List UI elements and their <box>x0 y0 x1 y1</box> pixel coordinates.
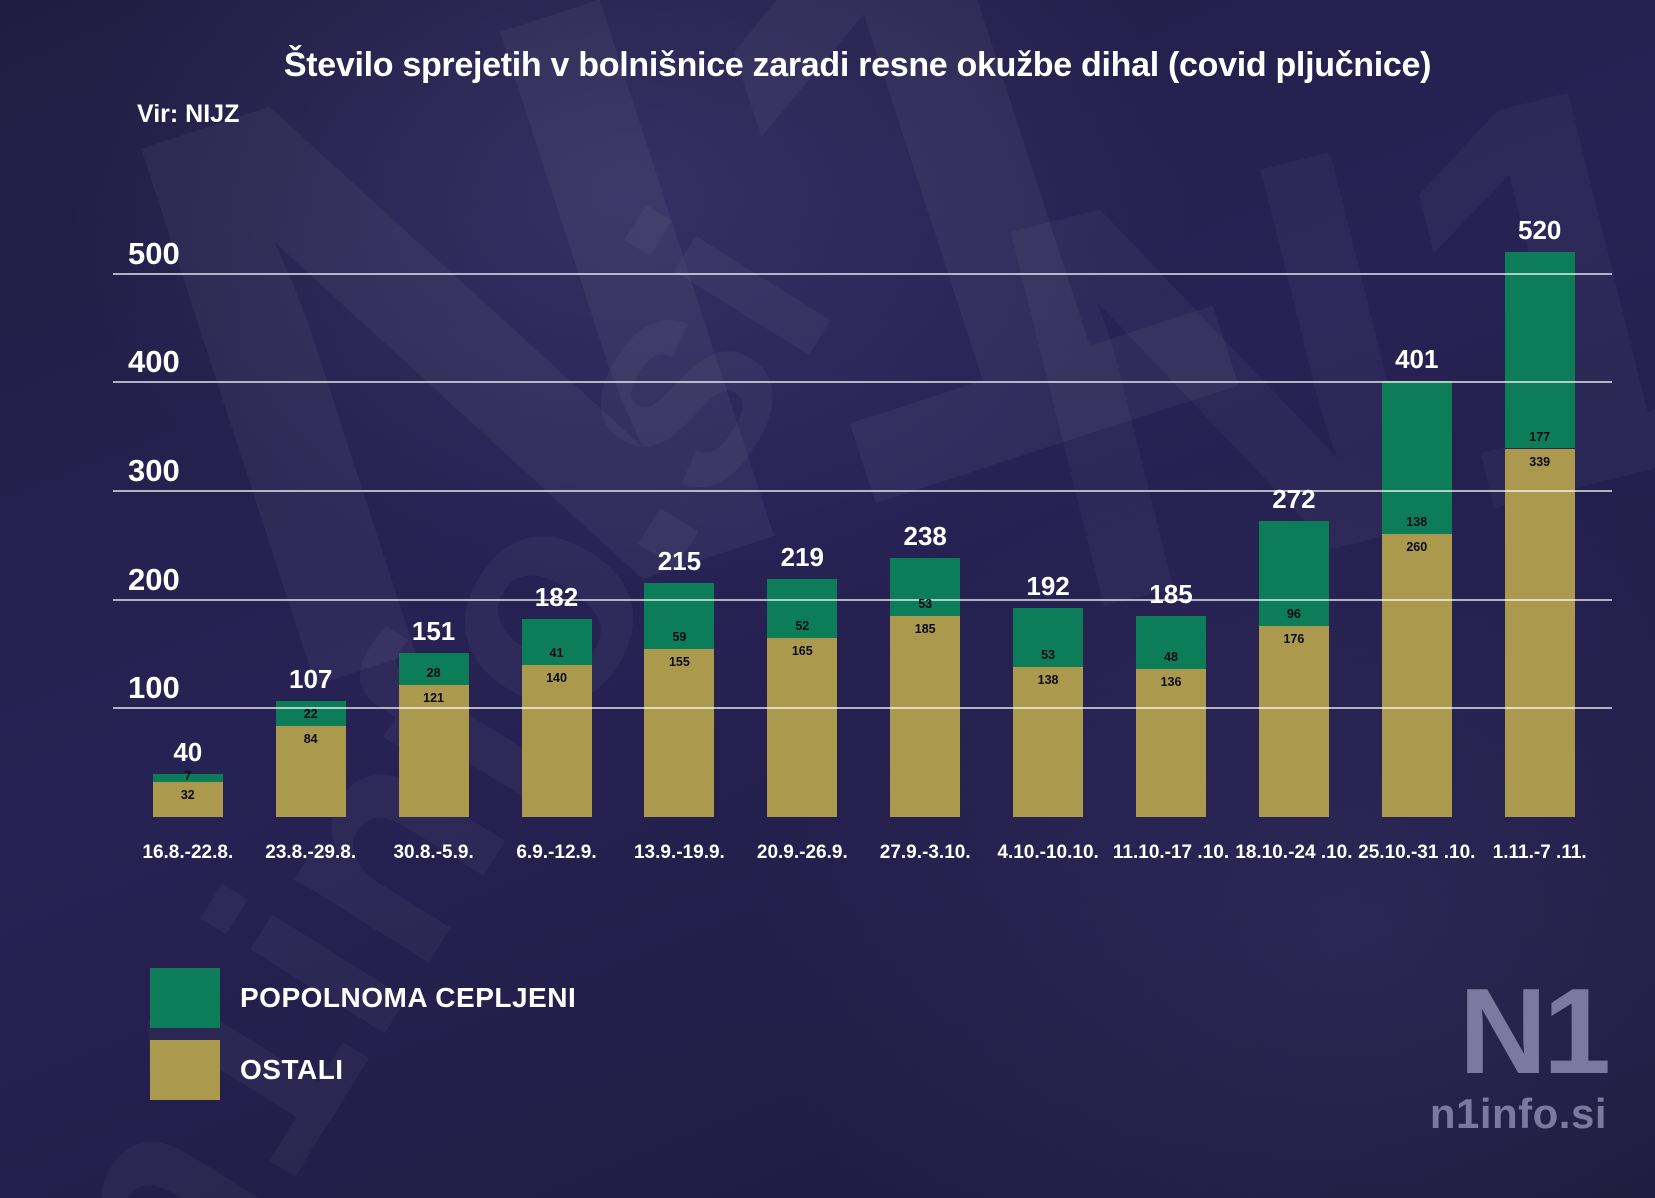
segment-value-vaccinated: 41 <box>549 645 564 660</box>
bar-segment-vaccinated <box>1013 608 1084 667</box>
bar-segment-vaccinated <box>1258 521 1329 626</box>
category-label: 6.9.-12.9. <box>516 842 597 863</box>
segment-value-others: 136 <box>1160 675 1182 690</box>
bar-segment-vaccinated <box>152 773 223 783</box>
chart-title: Število sprejetih v bolnišnice zaradi re… <box>283 46 1432 84</box>
ytick-label: 500 <box>128 235 180 271</box>
bar-total-label: 219 <box>780 541 824 572</box>
bar-total-label: 192 <box>1026 571 1070 602</box>
category-label: 25.10.-31 .10. <box>1358 842 1476 863</box>
category-label: 11.10.-17 .10. <box>1112 842 1230 863</box>
bar-total-label: 520 <box>1517 214 1562 245</box>
category-label: 1.11.-7 .11. <box>1492 842 1587 863</box>
gridline <box>113 272 1612 275</box>
n1-logo-mark: N1 <box>1459 963 1611 1100</box>
category-label: 30.8.-5.9. <box>393 842 474 863</box>
bar-total-label: 185 <box>1149 578 1193 609</box>
bar-segment-others <box>1258 625 1329 817</box>
bar-segment-others <box>1013 666 1084 817</box>
bar-segment-others <box>890 615 961 817</box>
segment-value-vaccinated: 22 <box>303 706 318 721</box>
bar-segment-vaccinated <box>890 558 961 616</box>
bar-segment-others <box>644 648 715 817</box>
segment-value-vaccinated: 52 <box>795 618 810 633</box>
bar-segment-vaccinated <box>521 619 592 665</box>
gridline <box>113 489 1612 492</box>
bar-total-label: 40 <box>173 736 203 767</box>
segment-value-vaccinated: 177 <box>1529 429 1551 444</box>
legend-swatch-others <box>150 1040 220 1100</box>
bar-segment-vaccinated <box>644 583 715 649</box>
bar-segment-others <box>767 637 838 817</box>
bar-segment-others <box>1136 669 1206 817</box>
ytick-label: 200 <box>128 561 180 597</box>
segment-value-vaccinated: 59 <box>672 629 687 644</box>
category-label: 20.9.-26.9. <box>756 842 848 863</box>
legend-swatch-vaccinated <box>150 968 220 1028</box>
gridline <box>113 707 1612 710</box>
bar-total-label: 272 <box>1272 484 1316 515</box>
segment-value-vaccinated: 28 <box>426 666 441 681</box>
bar-segment-others <box>1381 534 1452 817</box>
legend-label-vaccinated: POPOLNOMA CEPLJENI <box>240 982 577 1013</box>
n1-logo-site: n1info.si <box>1429 1090 1607 1137</box>
bar-total-label: 182 <box>534 582 579 613</box>
segment-value-others: 165 <box>791 643 813 658</box>
gridline <box>113 381 1612 384</box>
segment-value-others: 84 <box>303 731 318 746</box>
bar-segment-vaccinated <box>398 652 469 686</box>
category-label: 4.10.-10.10. <box>997 842 1099 863</box>
segment-value-others: 121 <box>423 691 445 706</box>
segment-value-others: 339 <box>1529 454 1551 469</box>
segment-value-others: 155 <box>668 654 690 669</box>
segment-value-others: 138 <box>1037 672 1059 687</box>
segment-value-others: 140 <box>546 670 567 685</box>
n1-logo: N1 n1info.si <box>1429 963 1611 1138</box>
segment-value-others: 176 <box>1283 631 1305 646</box>
bar-segment-others <box>521 664 592 817</box>
ytick-label: 300 <box>128 452 180 488</box>
bar-total-label: 238 <box>903 521 947 552</box>
gridline <box>113 598 1612 601</box>
segment-value-others: 185 <box>914 621 936 636</box>
category-label: 27.9.-3.10. <box>879 842 971 863</box>
segment-value-vaccinated: 53 <box>1041 647 1056 662</box>
ytick-label: 400 <box>128 344 180 380</box>
segment-value-vaccinated: 53 <box>918 596 933 611</box>
segment-value-vaccinated: 7 <box>184 768 192 783</box>
category-label: 16.8.-22.8. <box>142 842 234 863</box>
bar-segment-others <box>275 725 346 817</box>
segment-value-others: 32 <box>180 788 195 803</box>
bar-total-label: 215 <box>657 546 702 577</box>
category-label: 18.10.-24 .10. <box>1235 842 1353 863</box>
bar-total-label: 401 <box>1395 344 1439 375</box>
bar-total-label: 107 <box>288 663 333 694</box>
segment-value-vaccinated: 138 <box>1406 515 1428 530</box>
bar-segment-vaccinated <box>1136 615 1206 670</box>
category-label: 23.8.-29.8. <box>265 842 357 863</box>
ytick-label: 100 <box>128 670 180 706</box>
legend-label-others: OSTALI <box>240 1054 344 1085</box>
source-label: Vir: NIJZ <box>137 100 240 128</box>
bar-segment-vaccinated <box>275 700 346 726</box>
segment-value-vaccinated: 96 <box>1286 606 1301 621</box>
segment-value-others: 260 <box>1406 540 1428 555</box>
bar-segment-vaccinated <box>1504 251 1575 449</box>
bar-segment-vaccinated <box>1381 381 1452 535</box>
bar-total-label: 151 <box>411 615 456 646</box>
segment-value-vaccinated: 48 <box>1164 650 1178 665</box>
bar-segment-others <box>1504 448 1575 817</box>
bar-segment-vaccinated <box>767 578 838 638</box>
bar-segment-others <box>152 782 223 817</box>
category-label: 13.9.-19.9. <box>633 842 725 863</box>
